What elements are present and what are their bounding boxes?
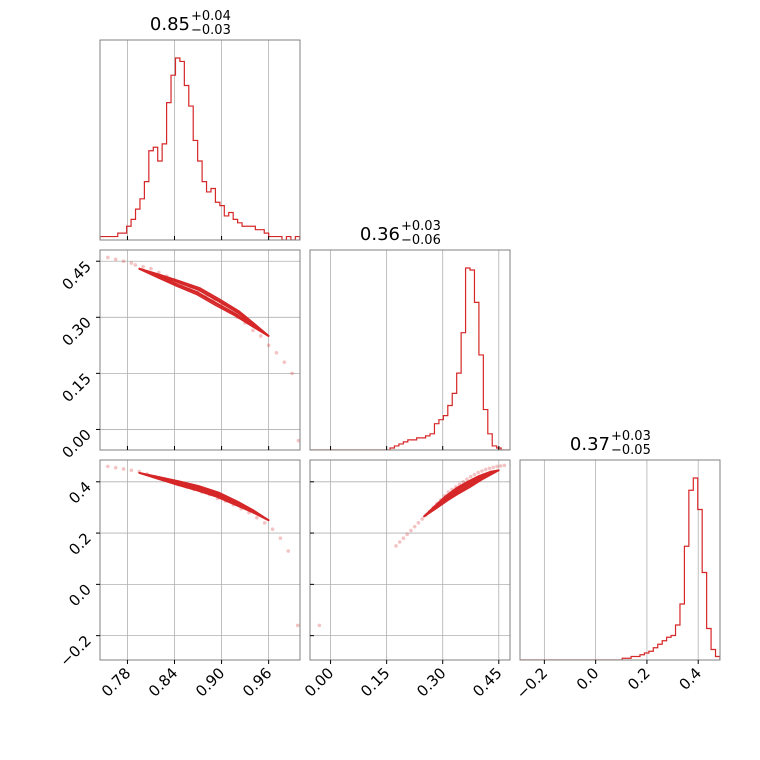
scatter-point: [317, 623, 322, 628]
y-tick-label-p2: 0.0: [65, 580, 95, 610]
scatter-panel-frame: [309, 459, 511, 661]
contour-line: [423, 469, 500, 518]
x-tick-label-p2: 0.4: [675, 664, 705, 694]
scatter-point: [412, 524, 417, 529]
y-tick-label-p1: 0.00: [58, 426, 94, 462]
scatter-point: [416, 521, 421, 525]
scatter-point: [397, 540, 402, 544]
scatter-point: [121, 259, 126, 264]
scatter-point: [487, 466, 492, 471]
x-tick-label-p2: 0.2: [624, 664, 654, 694]
scatter-point: [129, 468, 134, 473]
contour-line: [423, 469, 500, 518]
scatter-point: [476, 470, 481, 475]
x-tick-label-p1: 0.45: [469, 664, 505, 700]
x-tick-label-p1: 0.15: [357, 664, 393, 700]
x-tick-label-p0: 0.96: [239, 664, 275, 700]
scatter-point: [258, 334, 263, 338]
data-layer: [100, 57, 720, 660]
scatter-point: [296, 438, 300, 443]
scatter-point: [113, 257, 118, 262]
scatter-point: [106, 255, 110, 260]
scatter-point: [282, 360, 287, 364]
scatter-point: [286, 549, 291, 553]
scatter-panel-frame: [99, 249, 301, 451]
x-tick-label-p0: 0.90: [192, 664, 228, 700]
scatter-point: [465, 477, 469, 482]
title-median: 0.36: [360, 224, 400, 245]
title-param-1: 0.36 +0.03−0.06: [360, 219, 441, 248]
scatter-point: [251, 328, 255, 333]
scatter-point: [262, 521, 267, 525]
y-tick-label-p2: −0.2: [56, 632, 94, 670]
contour-line: [138, 267, 270, 337]
title-median: 0.37: [570, 434, 610, 455]
scatter-point: [278, 536, 283, 541]
x-tick-label-p0: 0.84: [145, 664, 181, 700]
title-plus: +0.03: [401, 219, 441, 234]
scatter-point: [491, 465, 495, 470]
scatter-point: [498, 464, 503, 468]
scatter-point: [270, 527, 275, 532]
scatter-point: [141, 265, 145, 269]
y-tick-label-p1: 0.45: [58, 257, 94, 293]
histogram-panel-frame: [99, 39, 301, 241]
x-tick-label-p0: 0.78: [98, 664, 134, 700]
scatter-point: [483, 467, 488, 472]
title-plus: +0.03: [611, 429, 651, 444]
histogram-panel-frame: [309, 249, 511, 451]
title-param-2: 0.37 +0.03−0.05: [570, 429, 651, 458]
title-minus: −0.06: [401, 233, 441, 248]
title-minus: −0.03: [191, 23, 231, 38]
scatter-point: [405, 532, 409, 537]
scatter-point: [113, 465, 118, 470]
scatter-point: [129, 261, 134, 265]
scatter-point: [274, 351, 279, 355]
y-tick-label-p2: 0.4: [65, 478, 95, 508]
scatter-point: [255, 515, 259, 520]
x-tick-label-p1: 0.00: [301, 664, 337, 700]
contour-line: [138, 472, 270, 522]
scatter-point: [468, 474, 473, 479]
x-tick-label-p2: −0.2: [513, 664, 551, 702]
scatter-point: [106, 464, 110, 469]
title-median: 0.85: [150, 14, 190, 35]
scatter-point: [121, 467, 126, 471]
scatter-point: [295, 623, 300, 628]
y-tick-label-p1: 0.30: [58, 313, 94, 349]
grid-layer: [100, 40, 699, 660]
title-param-0: 0.85 +0.04−0.03: [150, 9, 231, 38]
scatter-point: [409, 528, 413, 533]
text-layer: 0.78 0.84 0.90 0.96 0.00 0.15 0.30 0.45 −0.2 0.0 0…: [56, 9, 705, 703]
x-tick-label-p2: 0.0: [573, 664, 603, 694]
scatter-point: [401, 536, 406, 541]
histogram-panel-frame: [519, 459, 721, 661]
scatter-point: [480, 469, 484, 473]
title-minus: −0.05: [611, 443, 651, 458]
scatter-point: [290, 371, 294, 376]
contour-line: [138, 267, 270, 337]
histogram-param-1: [310, 267, 510, 450]
scatter-point: [502, 463, 507, 468]
scatter-point: [133, 263, 138, 267]
y-tick-label-p1: 0.15: [58, 369, 94, 405]
scatter-point: [472, 472, 477, 477]
x-tick-label-p1: 0.30: [413, 664, 449, 700]
scatter-panel-frame: [99, 459, 301, 661]
y-tick-label-p2: 0.2: [65, 529, 95, 559]
scatter-point: [495, 464, 499, 469]
frame-layer: [96, 39, 721, 664]
scatter-point: [149, 266, 153, 271]
title-plus: +0.04: [191, 9, 231, 24]
scatter-point: [266, 343, 271, 348]
scatter-point: [394, 544, 398, 548]
histogram-param-0: [100, 57, 300, 240]
scatter-point: [420, 517, 424, 521]
histogram-param-2: [520, 477, 720, 660]
